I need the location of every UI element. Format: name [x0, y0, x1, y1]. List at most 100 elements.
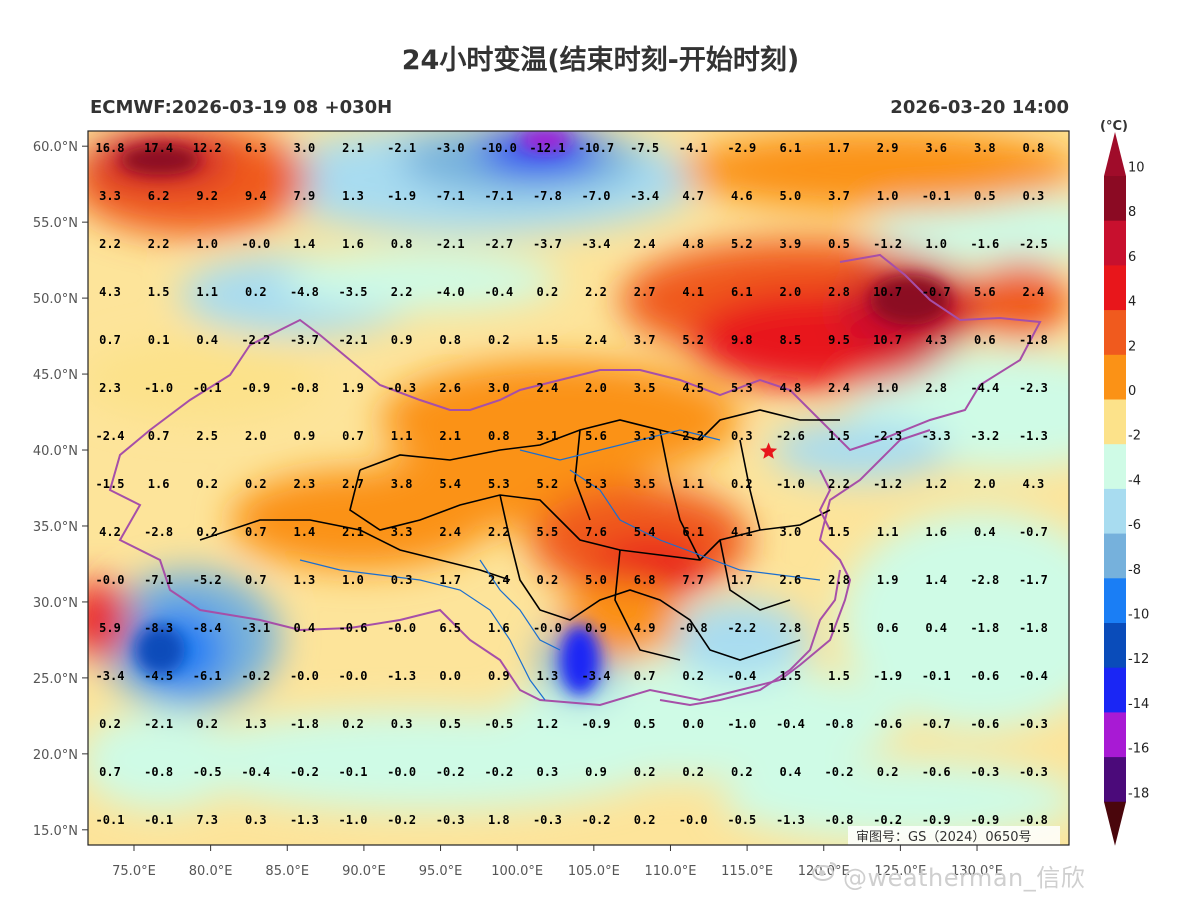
grid-value: 5.3 [488, 477, 510, 491]
grid-value: 0.3 [731, 429, 753, 443]
grid-value: 1.0 [925, 237, 947, 251]
grid-value: -0.4 [241, 765, 270, 779]
colorbar-label: 4 [1128, 295, 1136, 310]
grid-value: -0.1 [193, 381, 222, 395]
grid-value: 1.3 [537, 669, 559, 683]
grid-value: 1.0 [877, 189, 899, 203]
grid-value: -12.1 [529, 141, 565, 155]
grid-value: 0.7 [99, 333, 121, 347]
colorbar-segment [1104, 578, 1126, 624]
grid-value: 2.0 [245, 429, 267, 443]
grid-value: 0.8 [439, 333, 461, 347]
colorbar-label: -4 [1128, 473, 1141, 488]
grid-value: 0.5 [634, 717, 656, 731]
grid-value: 0.5 [439, 717, 461, 731]
grid-value: 4.1 [731, 525, 753, 539]
grid-value: 2.9 [877, 141, 899, 155]
grid-value: -7.1 [436, 189, 465, 203]
grid-value: 0.2 [537, 573, 559, 587]
grid-value: 0.3 [1023, 189, 1045, 203]
grid-value: 2.2 [148, 237, 170, 251]
lon-label: 85.0°E [265, 864, 309, 879]
grid-value: -4.0 [436, 285, 465, 299]
grid-value: 1.7 [439, 573, 461, 587]
grid-value: 0.2 [245, 285, 267, 299]
grid-value: -2.8 [970, 573, 999, 587]
grid-value: 3.3 [391, 525, 413, 539]
colorbar-label: 10 [1128, 161, 1145, 176]
grid-value: 0.8 [391, 237, 413, 251]
grid-value: 5.6 [585, 429, 607, 443]
grid-value: -1.8 [1019, 333, 1048, 347]
grid-value: 5.5 [537, 525, 559, 539]
grid-value: -0.3 [1019, 765, 1048, 779]
colorbar-segment [1104, 444, 1126, 490]
grid-value: 2.8 [828, 573, 850, 587]
grid-value: -10.0 [481, 141, 517, 155]
grid-value: 0.2 [731, 765, 753, 779]
grid-value: -1.8 [970, 621, 999, 635]
grid-value: 5.6 [974, 285, 996, 299]
grid-value: -1.2 [873, 477, 902, 491]
grid-value: 2.4 [537, 381, 559, 395]
grid-value: -0.0 [679, 813, 708, 827]
grid-value: 1.4 [925, 573, 947, 587]
grid-value: 5.0 [585, 573, 607, 587]
grid-value: 9.4 [245, 189, 267, 203]
grid-value: -1.2 [873, 237, 902, 251]
grid-value: -0.6 [922, 765, 951, 779]
grid-value: 0.5 [974, 189, 996, 203]
grid-value: 0.7 [245, 573, 267, 587]
grid-value: -0.0 [339, 669, 368, 683]
grid-value: 1.5 [828, 669, 850, 683]
grid-value: -1.9 [387, 189, 416, 203]
grid-value: -6.1 [193, 669, 222, 683]
grid-value: 0.2 [634, 813, 656, 827]
grid-value: -0.2 [241, 669, 270, 683]
watermark: @weatherman_信欣 [843, 864, 1086, 892]
grid-value: -7.8 [533, 189, 562, 203]
grid-value: 0.3 [245, 813, 267, 827]
grid-value: 7.9 [294, 189, 316, 203]
lat-label: 50.0°N [33, 292, 78, 307]
grid-value: 0.2 [877, 765, 899, 779]
grid-value: 1.9 [877, 573, 899, 587]
grid-value: -0.1 [339, 765, 368, 779]
grid-value: -1.0 [339, 813, 368, 827]
grid-value: -3.4 [96, 669, 125, 683]
grid-value: 2.7 [342, 477, 364, 491]
grid-value: 0.4 [294, 621, 316, 635]
colorbar-segment [1104, 623, 1126, 669]
grid-value: 6.5 [439, 621, 461, 635]
lat-label: 45.0°N [33, 368, 78, 383]
grid-value: 1.6 [925, 525, 947, 539]
colorbar-segment [1104, 220, 1126, 266]
grid-value: -1.3 [776, 813, 805, 827]
grid-value: -0.7 [922, 285, 951, 299]
grid-value: 2.2 [585, 285, 607, 299]
grid-value: -8.4 [193, 621, 222, 635]
grid-value: 5.0 [780, 189, 802, 203]
grid-value: 3.6 [925, 141, 947, 155]
grid-value: -0.6 [339, 621, 368, 635]
lon-label: 125.0°E [874, 864, 926, 879]
grid-value: 2.8 [780, 621, 802, 635]
grid-value: -2.1 [387, 141, 416, 155]
grid-value: 2.1 [342, 525, 364, 539]
grid-value: -0.4 [484, 285, 513, 299]
grid-value: 1.1 [877, 525, 899, 539]
grid-value: 7.6 [585, 525, 607, 539]
grid-value: 0.2 [488, 333, 510, 347]
grid-value: 5.4 [439, 477, 461, 491]
grid-value: 0.3 [391, 573, 413, 587]
grid-value: 0.3 [537, 765, 559, 779]
grid-value: 3.5 [634, 477, 656, 491]
grid-value: 1.0 [196, 237, 218, 251]
grid-value: -0.9 [970, 813, 999, 827]
grid-value: -0.0 [533, 621, 562, 635]
colorbar-top-arrow [1104, 132, 1126, 176]
lat-label: 30.0°N [33, 596, 78, 611]
rivers [299, 429, 821, 701]
grid-value: 1.7 [828, 141, 850, 155]
